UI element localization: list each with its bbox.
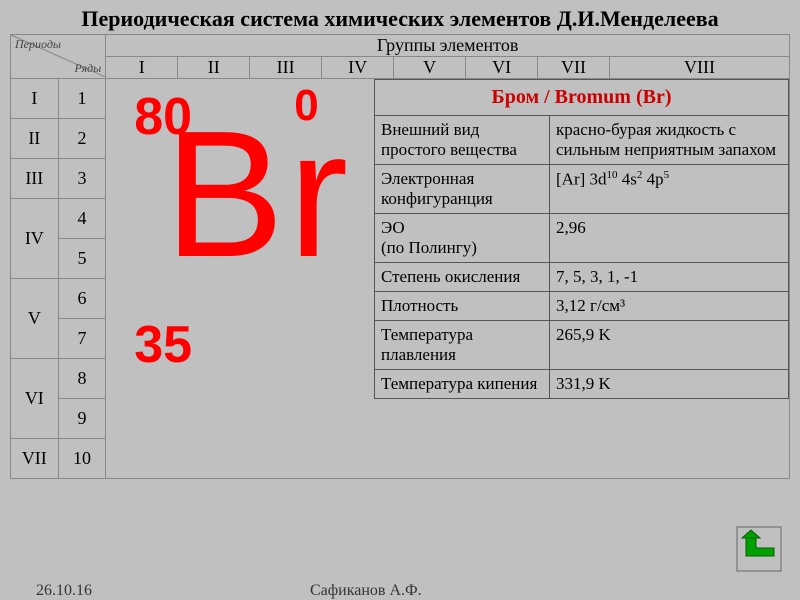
- prop-key: Степень окисления: [375, 263, 550, 292]
- element-symbol: Br: [164, 105, 352, 285]
- groups-header: Группы элементов: [106, 35, 790, 57]
- group-VI: VI: [466, 57, 538, 79]
- rows-label: Ряды: [74, 61, 101, 76]
- group-II: II: [178, 57, 250, 79]
- period-V: V: [11, 279, 59, 359]
- period-III: III: [11, 159, 59, 199]
- element-name-header: Бром / Bromum (Br): [375, 80, 789, 116]
- period-VI: VI: [11, 359, 59, 439]
- prop-val: 7, 5, 3, 1, -1: [550, 263, 789, 292]
- row-8: 8: [58, 359, 106, 399]
- footer-author: Сафиканов А.Ф.: [310, 582, 422, 600]
- row-1: 1: [58, 79, 106, 119]
- group-VIII: VIII: [610, 57, 790, 79]
- prop-val: 265,9 K: [550, 321, 789, 370]
- period-I: I: [11, 79, 59, 119]
- footer-date: 26.10.16: [36, 582, 92, 600]
- prop-val: 3,12 г/см³: [550, 292, 789, 321]
- prop-val: 2,96: [550, 214, 789, 263]
- row-3: 3: [58, 159, 106, 199]
- diagonal-header: Периоды Ряды: [11, 35, 106, 79]
- group-V: V: [394, 57, 466, 79]
- prop-key: Температура кипения: [375, 370, 550, 399]
- row-2: 2: [58, 119, 106, 159]
- prop-val: красно-бурая жидкость с сильным неприятн…: [550, 116, 789, 165]
- row-4: 4: [58, 199, 106, 239]
- group-numbers-row: IIIIIIIVVVIVIIVIII: [11, 57, 790, 79]
- row-5: 5: [58, 239, 106, 279]
- element-content-area: 800Br35Бром / Bromum (Br)Внешний вид про…: [106, 79, 790, 479]
- atomic-number: 35: [134, 315, 192, 375]
- prop-key: Электронная конфигуранция: [375, 165, 550, 214]
- period-VII: VII: [11, 439, 59, 479]
- group-IV: IV: [322, 57, 394, 79]
- row-6: 6: [58, 279, 106, 319]
- row-7: 7: [58, 319, 106, 359]
- group-VII: VII: [538, 57, 610, 79]
- prop-key: Внешний вид простого вещества: [375, 116, 550, 165]
- period-II: II: [11, 119, 59, 159]
- period-IV: IV: [11, 199, 59, 279]
- back-button[interactable]: [736, 526, 782, 572]
- prop-val: 331,9 K: [550, 370, 789, 399]
- prop-val: [Ar] 3d10 4s2 4p5: [550, 165, 789, 214]
- element-detail-table: Бром / Bromum (Br)Внешний вид простого в…: [374, 79, 789, 399]
- prop-key: ЭО(по Полингу): [375, 214, 550, 263]
- group-III: III: [250, 57, 322, 79]
- periodic-table: Периоды Ряды Группы элементов IIIIIIIVVV…: [10, 34, 790, 479]
- periods-label: Периоды: [15, 37, 61, 52]
- prop-key: Плотность: [375, 292, 550, 321]
- group-I: I: [106, 57, 178, 79]
- page-title: Периодическая система химических элемент…: [0, 0, 800, 34]
- prop-key: Температура плавления: [375, 321, 550, 370]
- row-10: 10: [58, 439, 106, 479]
- row-9: 9: [58, 399, 106, 439]
